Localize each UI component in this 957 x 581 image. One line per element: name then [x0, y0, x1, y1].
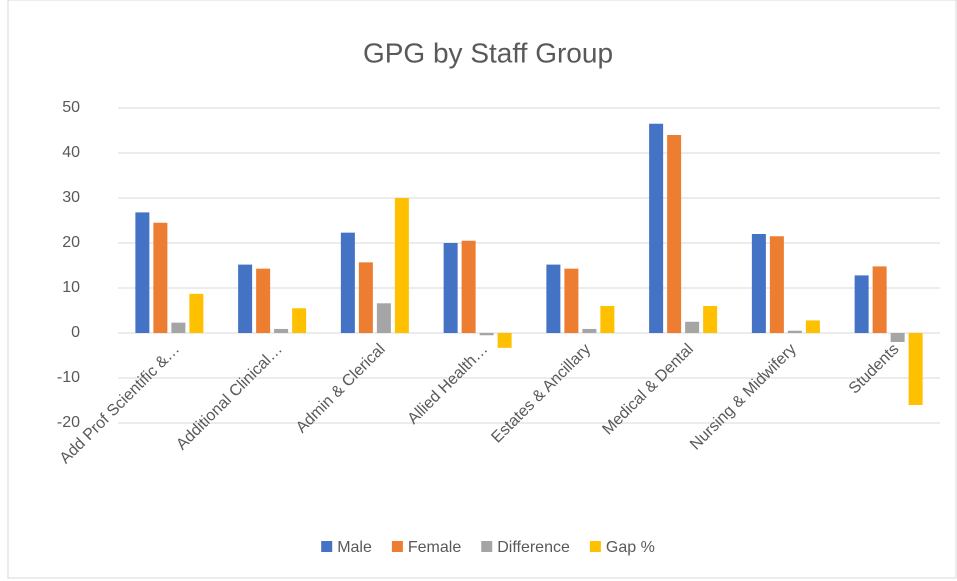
bar — [443, 243, 458, 333]
bar — [769, 236, 784, 333]
bar — [153, 222, 168, 333]
bar — [256, 268, 271, 333]
bar — [479, 333, 494, 336]
bar — [135, 212, 150, 333]
bar — [685, 321, 700, 333]
y-tick-label: 30 — [62, 189, 80, 206]
bar — [274, 328, 289, 333]
bar — [703, 306, 718, 333]
bar — [890, 333, 905, 342]
y-tick-label: 40 — [62, 144, 80, 161]
legend-swatch — [589, 541, 601, 552]
legend-label: Female — [408, 539, 461, 556]
legend-swatch — [481, 541, 493, 552]
y-tick-label: 20 — [62, 234, 80, 251]
y-tick-label: 0 — [71, 324, 80, 341]
y-tick-label: -10 — [57, 369, 80, 386]
legend-label: Difference — [497, 539, 570, 556]
chart-title: GPG by Staff Group — [363, 37, 613, 68]
bar — [582, 328, 597, 333]
legend-swatch — [321, 541, 333, 552]
bar — [292, 308, 307, 333]
legend-swatch — [391, 541, 403, 552]
y-tick-label: 10 — [62, 279, 80, 296]
legend-label: Male — [337, 539, 372, 556]
bar — [600, 306, 615, 333]
chart-frame — [7, 0, 957, 579]
bar — [358, 262, 373, 333]
bar — [497, 333, 512, 348]
bar — [189, 293, 204, 333]
bar — [667, 135, 682, 333]
bar — [340, 232, 355, 333]
bar — [171, 322, 186, 333]
bar — [872, 266, 887, 333]
y-tick-label: -20 — [57, 414, 80, 431]
bar — [854, 275, 869, 333]
y-tick-label: 50 — [62, 99, 80, 116]
bar — [649, 123, 664, 333]
bar — [546, 264, 561, 333]
bar — [805, 320, 820, 333]
bar — [787, 330, 802, 333]
legend-label: Gap % — [606, 539, 655, 556]
bar — [394, 198, 409, 333]
bar — [908, 333, 923, 405]
bar — [564, 268, 579, 333]
bar — [376, 303, 391, 333]
bar — [751, 234, 766, 333]
bar — [461, 240, 476, 333]
bar — [238, 264, 253, 333]
